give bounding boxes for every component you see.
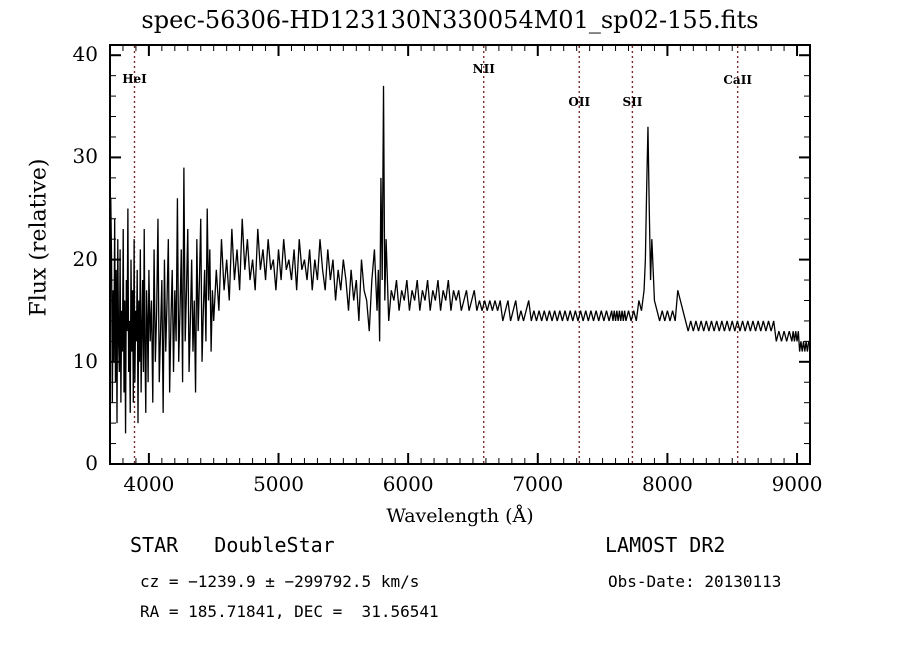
x-tick-5000: 5000 [253, 472, 304, 496]
x-tick-8000: 8000 [641, 472, 693, 496]
line-label-caii: CaII [723, 73, 752, 87]
line-label-oii: OII [568, 95, 591, 109]
page-title: spec-56306-HD123130N330054M01_sp02-155.f… [141, 6, 759, 34]
redshift-text: cz = −1239.9 ± −299792.5 km/s [140, 572, 420, 591]
obs-date-text: Obs-Date: 20130113 [608, 572, 782, 591]
coordinates-text: RA = 185.71841, DEC = 31.56541 [140, 602, 439, 621]
object-class-text: STAR DoubleStar [130, 533, 335, 557]
x-tick-4000: 4000 [123, 472, 175, 496]
line-label-sii: SII [622, 95, 643, 109]
line-label-nii: NII [472, 62, 495, 76]
line-label-hei: HeI [122, 72, 147, 86]
x-tick-7000: 7000 [512, 472, 564, 496]
x-tick-9000: 9000 [771, 472, 823, 496]
y-tick-10: 10 [72, 348, 98, 373]
y-axis-label: Flux (relative) [26, 158, 52, 317]
y-tick-20: 20 [72, 246, 98, 271]
y-tick-30: 30 [72, 144, 98, 169]
x-axis-label: Wavelength (Å) [386, 505, 534, 527]
x-tick-6000: 6000 [382, 472, 434, 496]
survey-text: LAMOST DR2 [605, 533, 726, 557]
y-tick-40: 40 [72, 42, 98, 67]
y-tick-0: 0 [85, 451, 98, 475]
